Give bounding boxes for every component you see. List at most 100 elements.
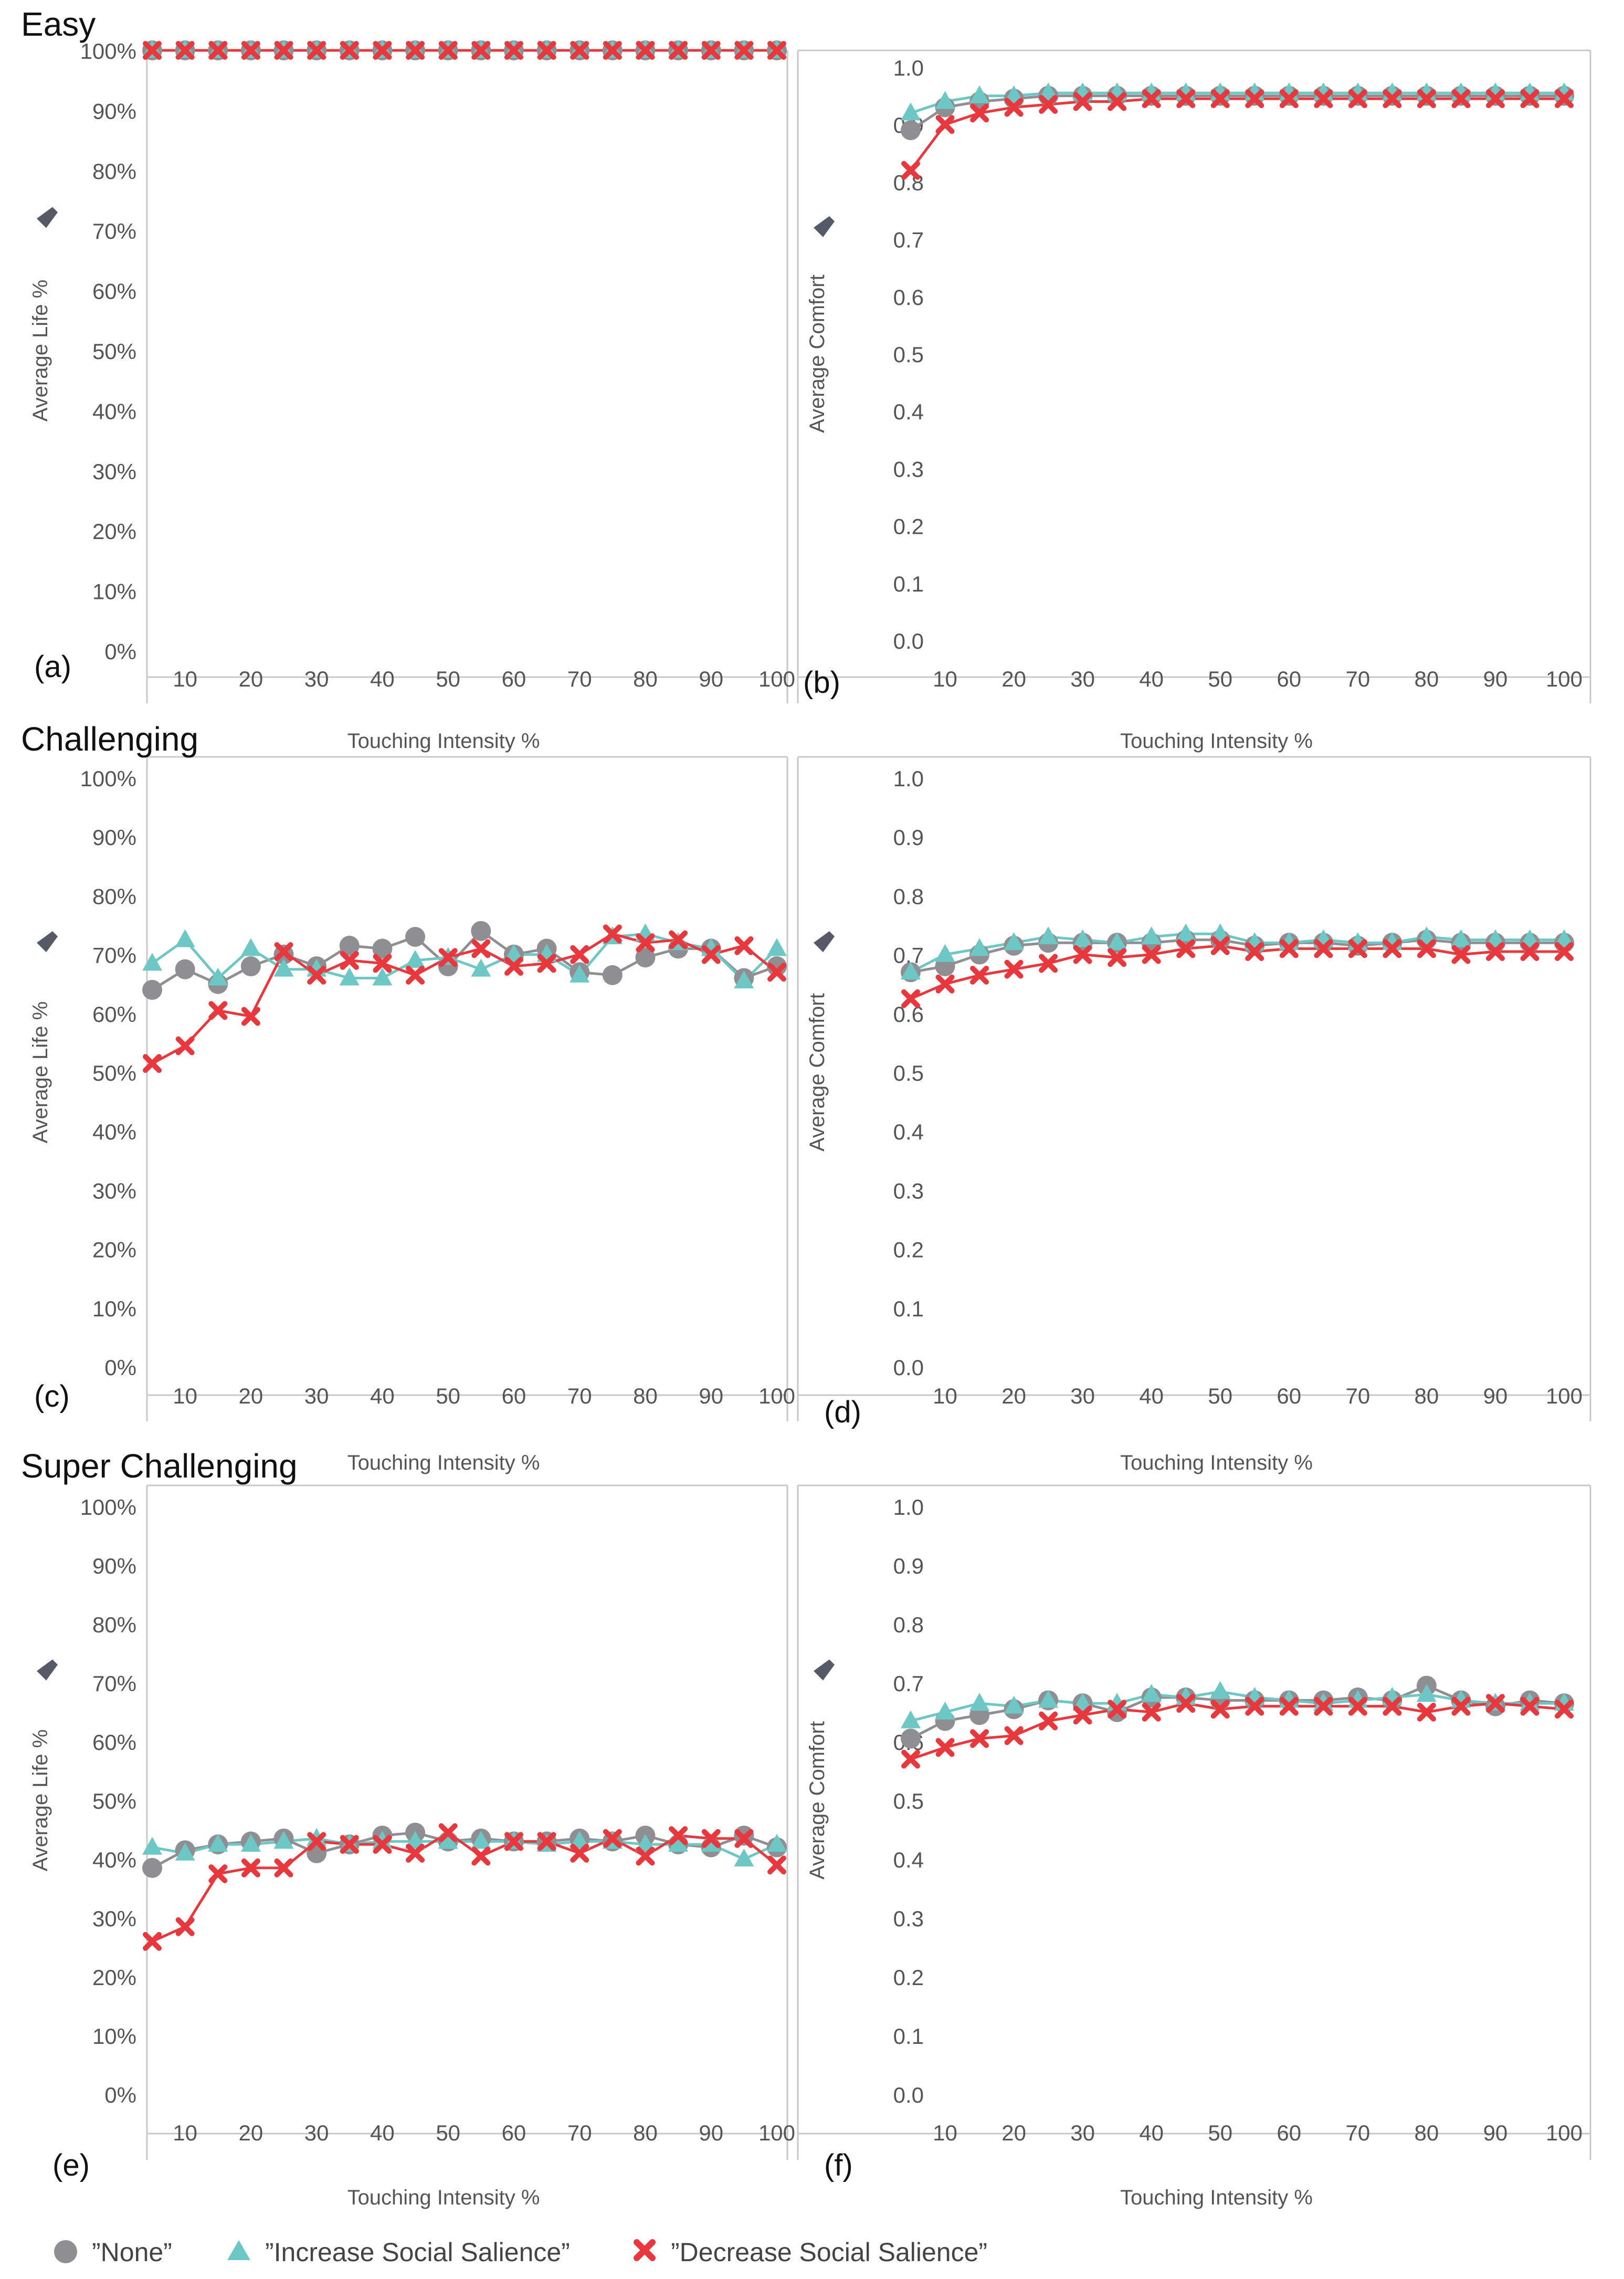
data-point-decrease-stroke — [1004, 98, 1024, 117]
data-point-none — [767, 956, 787, 977]
data-point-decrease — [1108, 948, 1127, 967]
y-tick-label: 1.0 — [893, 56, 924, 80]
data-point-decrease — [767, 1855, 786, 1875]
x-tick-label: 90 — [1483, 1384, 1508, 1408]
x-axis-label: Touching Intensity % — [347, 730, 540, 753]
data-point-increase — [273, 958, 294, 977]
data-point-decrease-stroke — [1039, 954, 1058, 973]
data-point-decrease-stroke — [1176, 1694, 1196, 1713]
data-point-decrease-stroke — [1555, 89, 1574, 109]
data-point-decrease-stroke — [603, 41, 622, 60]
data-point-decrease-stroke — [504, 41, 523, 60]
x-tick-label: 90 — [1483, 2120, 1508, 2145]
y-tick-label: 60% — [92, 1002, 136, 1027]
data-point-increase — [1038, 1690, 1059, 1708]
x-tick-label: 80 — [1415, 1384, 1439, 1408]
x-tick-label: 70 — [1345, 1384, 1370, 1408]
data-point-decrease — [970, 965, 989, 985]
data-point-decrease-stroke — [701, 945, 721, 964]
data-point-decrease-stroke — [1039, 94, 1058, 114]
x-tick-label: 80 — [633, 1384, 658, 1408]
data-point-decrease — [1245, 942, 1264, 961]
x-tick-label: 60 — [502, 1384, 526, 1408]
y-tick-label: 90% — [92, 1554, 136, 1578]
x-tick-label: 20 — [1001, 667, 1026, 691]
data-point-increase — [1004, 932, 1024, 951]
data-point-decrease — [504, 957, 523, 976]
data-point-decrease — [636, 933, 655, 953]
data-point-decrease-stroke — [669, 930, 688, 949]
y-tick-label: 10% — [92, 1296, 136, 1321]
data-point-decrease — [1520, 1696, 1539, 1716]
data-point-decrease — [970, 1729, 989, 1748]
x-tick-label: 60 — [1277, 1384, 1301, 1408]
y-tick-label: 0.4 — [893, 1120, 924, 1144]
data-point-decrease-stroke — [669, 1826, 688, 1845]
y-tick-label: 100% — [80, 766, 136, 791]
y-tick-label: 50% — [92, 339, 136, 364]
data-point-increase — [405, 949, 426, 968]
y-tick-label: 0.9 — [893, 1554, 924, 1578]
data-point-decrease-stroke — [1383, 939, 1402, 958]
data-point-decrease-stroke — [241, 1007, 260, 1026]
data-point-decrease — [1004, 959, 1024, 979]
data-point-decrease — [1485, 1694, 1505, 1713]
x-tick-label: 50 — [436, 1384, 460, 1408]
data-point-increase — [969, 85, 990, 103]
data-point-decrease — [935, 1738, 955, 1757]
data-point-decrease-stroke — [208, 1864, 228, 1883]
data-point-decrease-stroke — [471, 41, 491, 60]
data-point-decrease-stroke — [901, 1749, 920, 1769]
pin-icon — [37, 931, 58, 953]
data-point-decrease — [603, 924, 622, 944]
data-point-decrease — [1210, 1700, 1230, 1719]
data-point-none — [602, 965, 623, 985]
data-point-decrease — [340, 951, 359, 970]
data-point-decrease-stroke — [1073, 1705, 1092, 1725]
data-point-decrease-stroke — [504, 957, 523, 976]
data-point-decrease — [1417, 1703, 1436, 1722]
data-point-decrease — [1073, 945, 1092, 964]
data-point-none — [339, 935, 360, 956]
x-tick-label: 30 — [1070, 2120, 1095, 2145]
x-tick-label: 20 — [239, 667, 263, 691]
data-point-decrease — [901, 1749, 920, 1769]
legend-increase-label: ”Increase Social Salience” — [265, 2238, 570, 2267]
data-point-decrease — [1039, 1711, 1058, 1731]
y-tick-label: 20% — [92, 1238, 136, 1262]
chart-panel-e: 0% 10% 20% 30% 40% 50% 60% 70% 80% 90% 100% Average… — [29, 1484, 795, 2209]
x-tick-label: 50 — [1208, 1384, 1232, 1408]
y-tick-label: 80% — [92, 159, 136, 184]
data-point-increase — [471, 1831, 491, 1849]
y-tick-label: 80% — [92, 1612, 136, 1637]
data-point-decrease-stroke — [669, 41, 688, 60]
data-point-decrease — [901, 989, 920, 1008]
data-point-decrease — [1142, 89, 1161, 109]
x-tick-label: 50 — [436, 2120, 460, 2145]
data-point-decrease-stroke — [1210, 89, 1230, 109]
data-point-decrease-stroke — [175, 1036, 195, 1056]
data-point-decrease — [1073, 1705, 1092, 1725]
data-point-decrease — [1314, 939, 1333, 958]
pin-icon — [814, 1659, 835, 1681]
data-point-increase — [1210, 1681, 1230, 1699]
x-tick-label: 30 — [304, 1384, 329, 1408]
data-point-decrease-stroke — [1108, 948, 1127, 967]
x-tick-label: 80 — [1415, 667, 1439, 691]
data-point-decrease — [1142, 1703, 1161, 1722]
data-point-decrease-stroke — [1520, 89, 1539, 109]
x-tick-label: 100 — [1546, 667, 1583, 691]
x-tick-label: 70 — [1345, 667, 1370, 691]
data-point-decrease-stroke — [603, 924, 622, 944]
data-point-decrease — [208, 41, 228, 60]
data-point-decrease — [1108, 1700, 1127, 1719]
data-point-increase — [1210, 923, 1230, 942]
y-tick-label: 50% — [92, 1061, 136, 1085]
data-point-decrease — [175, 41, 195, 60]
legend-increase-marker — [227, 2240, 250, 2260]
data-point-decrease-stroke — [603, 1829, 622, 1848]
data-point-decrease-stroke — [208, 1001, 228, 1020]
y-tick-label: 0.1 — [893, 1296, 924, 1321]
x-tick-label: 90 — [699, 667, 723, 691]
